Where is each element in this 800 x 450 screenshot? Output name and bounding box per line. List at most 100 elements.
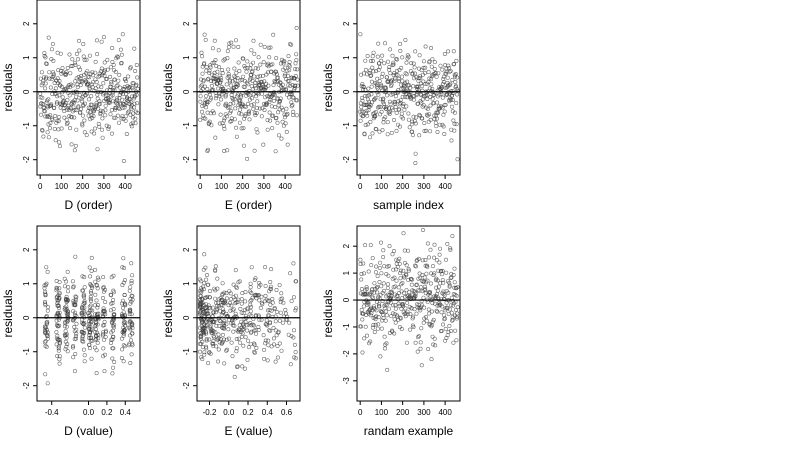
data-point: [368, 313, 373, 318]
data-point: [56, 348, 61, 353]
data-point: [200, 345, 205, 350]
data-point: [412, 289, 417, 294]
y-tick-label: -2: [182, 382, 191, 390]
data-point: [97, 73, 102, 78]
data-points: [42, 254, 135, 386]
data-point: [72, 115, 77, 120]
data-point: [250, 322, 255, 327]
data-point: [54, 342, 59, 347]
data-point: [419, 100, 424, 105]
data-point: [237, 120, 242, 125]
data-point: [77, 48, 82, 53]
data-point: [89, 284, 94, 289]
data-point: [50, 42, 55, 47]
data-point: [271, 336, 276, 341]
data-point: [225, 347, 230, 352]
data-point: [395, 90, 400, 95]
data-point: [425, 241, 430, 246]
data-point: [245, 66, 250, 71]
data-point: [432, 301, 437, 306]
data-point: [281, 300, 286, 305]
data-point: [398, 316, 403, 321]
data-point: [73, 310, 78, 315]
data-point: [254, 127, 259, 132]
data-point: [243, 366, 248, 371]
data-point: [361, 85, 366, 90]
data-point: [280, 119, 285, 124]
data-point: [72, 98, 77, 103]
data-point: [247, 93, 252, 98]
data-point: [225, 148, 230, 153]
data-point: [80, 320, 85, 325]
data-point: [110, 371, 115, 376]
data-point: [284, 112, 289, 117]
data-point: [409, 61, 414, 66]
data-point: [227, 289, 232, 294]
data-point: [60, 66, 65, 71]
data-point: [116, 78, 121, 83]
data-point: [283, 307, 288, 312]
y-tick-label: -1: [22, 122, 31, 130]
data-point: [373, 114, 378, 119]
data-point: [362, 336, 367, 341]
y-tick-label: 2: [182, 247, 191, 252]
data-point: [420, 289, 425, 294]
data-point: [128, 65, 133, 70]
data-point: [437, 92, 442, 97]
data-point: [40, 95, 45, 100]
data-point: [448, 69, 453, 74]
data-point: [78, 76, 83, 81]
data-points: [197, 252, 298, 379]
data-point: [96, 277, 101, 282]
data-point: [404, 340, 409, 345]
data-point: [224, 114, 229, 119]
data-point: [276, 133, 281, 138]
data-point: [253, 113, 258, 118]
data-point: [199, 109, 204, 114]
data-point: [122, 331, 127, 336]
data-point: [126, 74, 131, 79]
data-point: [135, 75, 140, 80]
data-point: [38, 91, 43, 96]
data-point: [402, 275, 407, 280]
data-point: [129, 299, 134, 304]
data-point: [377, 302, 382, 307]
data-point: [270, 314, 275, 319]
data-point: [42, 283, 47, 288]
data-point: [123, 114, 128, 119]
data-point: [97, 99, 102, 104]
data-point: [217, 121, 222, 126]
data-point: [127, 288, 132, 293]
data-point: [221, 123, 226, 128]
data-point: [243, 290, 248, 295]
data-point: [198, 84, 203, 89]
data-point: [198, 309, 203, 314]
data-point: [414, 75, 419, 80]
data-point: [71, 298, 76, 303]
data-point: [86, 105, 91, 110]
data-point: [206, 76, 211, 81]
data-point: [90, 308, 95, 313]
data-point: [442, 313, 447, 318]
data-point: [423, 44, 428, 49]
data-point: [294, 52, 299, 57]
data-point: [358, 32, 363, 37]
data-point: [378, 292, 383, 297]
data-point: [107, 124, 112, 129]
data-point: [275, 343, 280, 348]
data-point: [120, 32, 125, 37]
data-point: [57, 340, 62, 345]
data-point: [222, 118, 227, 123]
data-point: [430, 96, 435, 101]
data-point: [372, 281, 377, 286]
data-point: [375, 90, 380, 95]
data-point: [416, 78, 421, 83]
data-point: [213, 267, 218, 272]
data-point: [254, 111, 259, 116]
data-point: [95, 286, 100, 291]
data-point: [75, 98, 80, 103]
data-point: [232, 66, 237, 71]
data-point: [216, 86, 221, 91]
data-point: [214, 93, 219, 98]
data-point: [454, 293, 459, 298]
